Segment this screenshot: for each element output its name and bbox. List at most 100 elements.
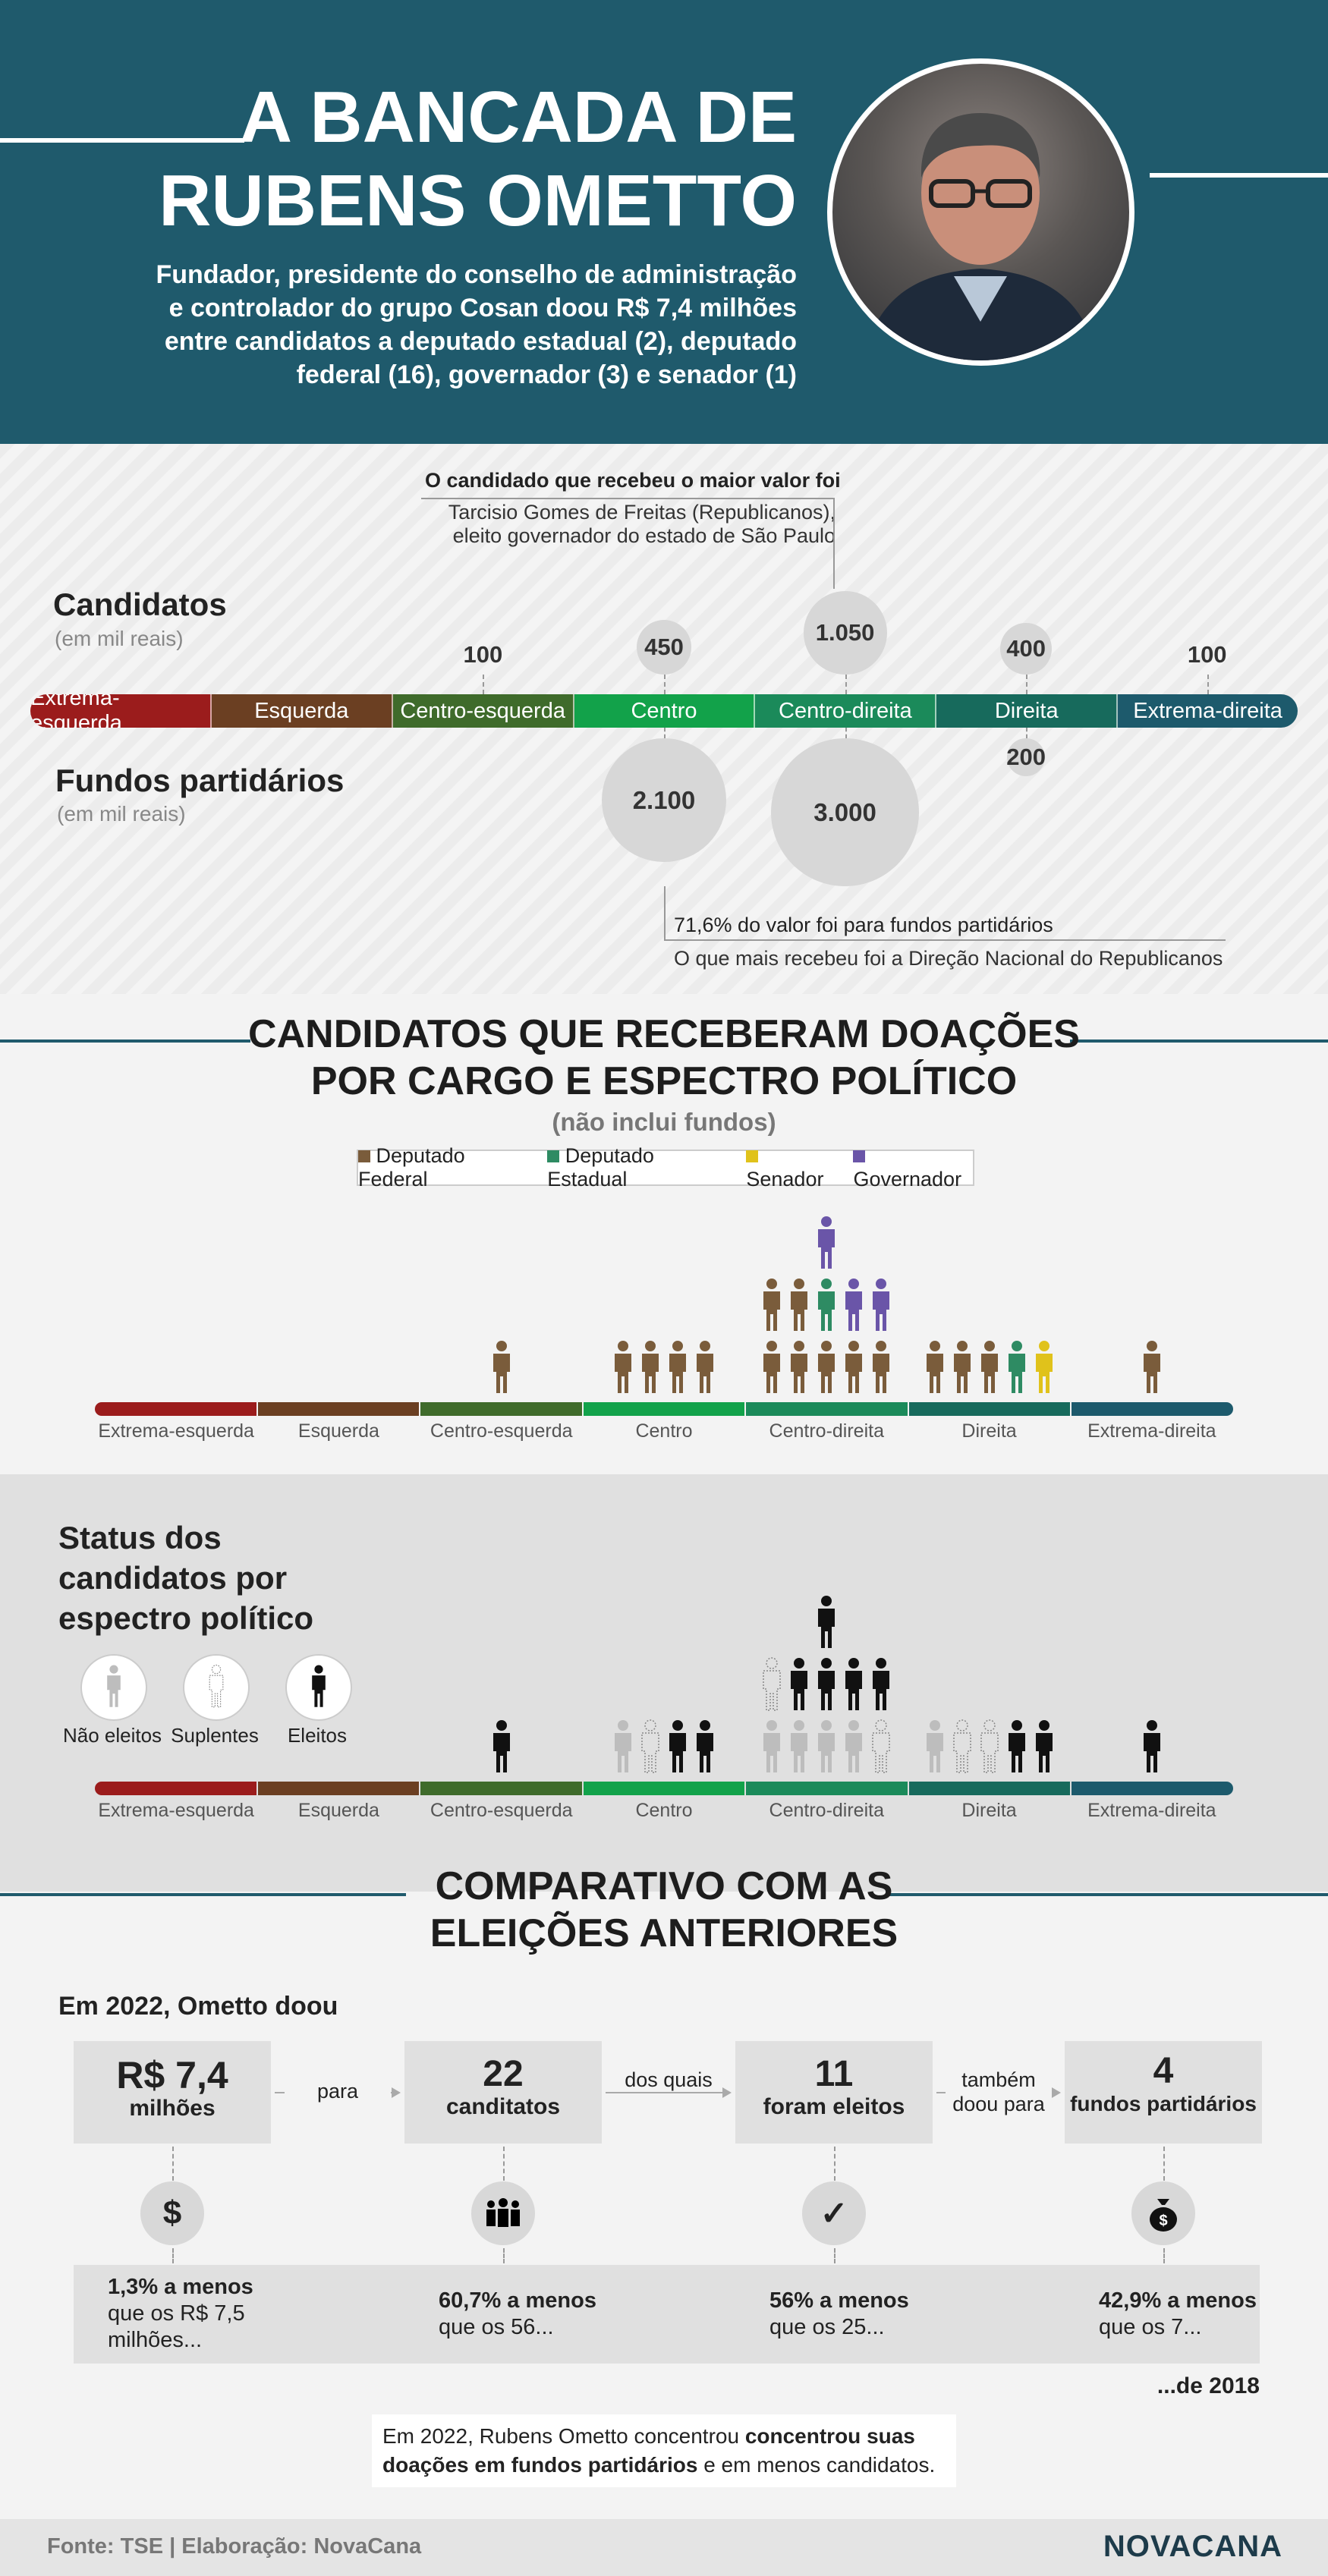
minibar-segment bbox=[257, 1782, 420, 1795]
pictogram-title: CANDIDATOS QUE RECEBERAM DOAÇÕES POR CAR… bbox=[0, 1011, 1328, 1105]
category-label: Extrema-esquerda bbox=[98, 1420, 254, 1442]
status-title-line: candidatos por bbox=[58, 1560, 288, 1596]
header: A BANCADA DE RUBENS OMETTO Fundador, pre… bbox=[0, 0, 1328, 444]
person-icon bbox=[817, 1216, 836, 1270]
minibar-segment bbox=[746, 1782, 908, 1795]
person-icon bbox=[640, 1719, 660, 1774]
person-icon bbox=[1007, 1340, 1027, 1395]
person-icon bbox=[762, 1719, 782, 1774]
title-line-2: RUBENS OMETTO bbox=[159, 160, 797, 241]
spectrum-bar: Extrema-esquerda Esquerda Centro-esquerd… bbox=[30, 694, 1298, 728]
bubble-label: 100 bbox=[463, 641, 503, 668]
bubble: 1.050 bbox=[803, 591, 887, 675]
category-label: Direita bbox=[961, 1800, 1017, 1821]
person-icon bbox=[817, 1657, 836, 1712]
legend-item: Deputado Estadual bbox=[547, 1144, 654, 1190]
top-note: O candidado que recebeu o maior valor fo… bbox=[425, 469, 841, 492]
comparison-box: R$ 7,4 milhões bbox=[74, 2041, 271, 2144]
minibar-segment bbox=[420, 1402, 582, 1416]
person-icon bbox=[844, 1657, 864, 1712]
person-icon bbox=[789, 1719, 809, 1774]
person-icon bbox=[762, 1278, 782, 1332]
person-icon bbox=[668, 1340, 688, 1395]
comparison-box: 4 fundos partidários bbox=[1065, 2041, 1262, 2144]
person-icon bbox=[789, 1278, 809, 1332]
top-note-rule bbox=[421, 498, 835, 499]
category-label: Esquerda bbox=[297, 1800, 379, 1821]
conclusion-box: Em 2022, Rubens Ometto concentrou concen… bbox=[372, 2414, 956, 2487]
title-line-1: A BANCADA DE bbox=[239, 77, 797, 158]
spectrum-segment: Extrema-esquerda bbox=[30, 694, 212, 728]
person-icon bbox=[492, 1719, 511, 1774]
comparison-title: COMPARATIVO COM AS ELEIÇÕES ANTERIORES bbox=[0, 1863, 1328, 1957]
bubble: 3.000 bbox=[771, 738, 920, 886]
comparison-box: 11 foram eleitos bbox=[735, 2041, 933, 2144]
category-label: Centro-esquerda bbox=[430, 1800, 573, 1821]
bottom-note-rule-v bbox=[664, 886, 666, 939]
subtitle-line: federal (16), governador (3) e senador (… bbox=[296, 360, 797, 389]
check-icon: ✓ bbox=[802, 2181, 866, 2245]
conclusion-text: Em 2022, Rubens Ometto concentrou bbox=[382, 2424, 745, 2448]
category-label: Extrema-esquerda bbox=[98, 1800, 254, 1821]
spectrum-labels: Extrema-esquerda Esquerda Centro-esquerda C… bbox=[95, 1800, 1233, 1822]
subtitle-line: Fundador, presidente do conselho de admi… bbox=[156, 260, 798, 289]
bottom-note-bold: 71,6% do valor foi para fundos partidári… bbox=[674, 914, 1053, 936]
bubble-connector bbox=[845, 675, 847, 694]
person-icon bbox=[871, 1278, 891, 1332]
comparison-title-line: ELEIÇÕES ANTERIORES bbox=[430, 1911, 898, 1955]
bubble: 2.100 bbox=[602, 738, 726, 863]
status-title-line: Status dos bbox=[58, 1520, 222, 1555]
category-label: Centro bbox=[635, 1420, 693, 1442]
person-icon bbox=[817, 1719, 836, 1774]
pictogram-title-line: CANDIDATOS QUE RECEBERAM DOAÇÕES bbox=[248, 1012, 1080, 1056]
person-icon bbox=[817, 1278, 836, 1332]
category-label: Centro-esquerda bbox=[430, 1420, 573, 1442]
person-icon bbox=[1007, 1719, 1027, 1774]
legend-circle bbox=[183, 1654, 250, 1721]
conclusion-bold: concentrou suas doações em fundos partid… bbox=[382, 2424, 915, 2477]
comparison-box: 22 canditatos bbox=[404, 2041, 602, 2144]
connector-dash bbox=[503, 2147, 505, 2181]
minibar-segment bbox=[583, 1782, 745, 1795]
bubble-connector bbox=[664, 675, 666, 694]
funds-unit: (em mil reais) bbox=[57, 802, 186, 826]
top-note-text: Tarcisio Gomes de Freitas (Republicanos)… bbox=[422, 501, 836, 548]
year-note: ...de 2018 bbox=[1156, 2373, 1260, 2398]
person-icon bbox=[925, 1719, 945, 1774]
category-label: Extrema-direita bbox=[1087, 1420, 1216, 1442]
person-icon bbox=[817, 1340, 836, 1395]
bubble: 200 bbox=[1006, 738, 1046, 777]
person-icon bbox=[844, 1719, 864, 1774]
minibar-segment bbox=[908, 1782, 1071, 1795]
person-icon bbox=[1142, 1719, 1162, 1774]
money-bag-icon: $ bbox=[1131, 2181, 1195, 2245]
connector-dash bbox=[503, 2248, 505, 2263]
pictogram-subtitle: (não inclui fundos) bbox=[552, 1108, 776, 1136]
connector-label: para bbox=[285, 2079, 391, 2103]
diffs-band bbox=[74, 2265, 1260, 2364]
minibar-segment bbox=[1072, 1782, 1233, 1795]
spectrum-segment: Esquerda bbox=[211, 694, 393, 728]
spectrum-segment: Direita bbox=[936, 694, 1119, 728]
comparison-title-line: COMPARATIVO COM AS bbox=[435, 1864, 893, 1908]
connector-dash bbox=[1163, 2248, 1165, 2263]
spectrum-segment: Centro-esquerda bbox=[392, 694, 574, 728]
minibar-segment bbox=[908, 1402, 1071, 1416]
pictogram-legend: Deputado Federal Deputado Estadual Senad… bbox=[357, 1144, 974, 1190]
minibar-segment bbox=[420, 1782, 582, 1795]
dollar-icon: $ bbox=[140, 2181, 204, 2245]
subtitle-line: e controlador do grupo Cosan doou R$ 7,4… bbox=[168, 294, 797, 322]
bubble-connector bbox=[1026, 728, 1028, 738]
section-rule-left bbox=[0, 1040, 250, 1043]
person-icon bbox=[1034, 1719, 1054, 1774]
minibar-segment bbox=[95, 1782, 256, 1795]
bottom-note: O que mais recebeu foi a Direção Naciona… bbox=[674, 947, 1223, 970]
legend-item: Governador bbox=[853, 1144, 973, 1191]
bubble-connector bbox=[483, 675, 485, 694]
spectrum-segment: Centro bbox=[574, 694, 756, 728]
minibar-segment bbox=[746, 1402, 908, 1416]
bubble-connector bbox=[1207, 675, 1209, 694]
connector-dash bbox=[834, 2147, 836, 2181]
footer: Fonte: TSE | Elaboração: NovaCana NOVACA… bbox=[0, 2519, 1328, 2576]
bubble-label: 100 bbox=[1187, 641, 1227, 668]
